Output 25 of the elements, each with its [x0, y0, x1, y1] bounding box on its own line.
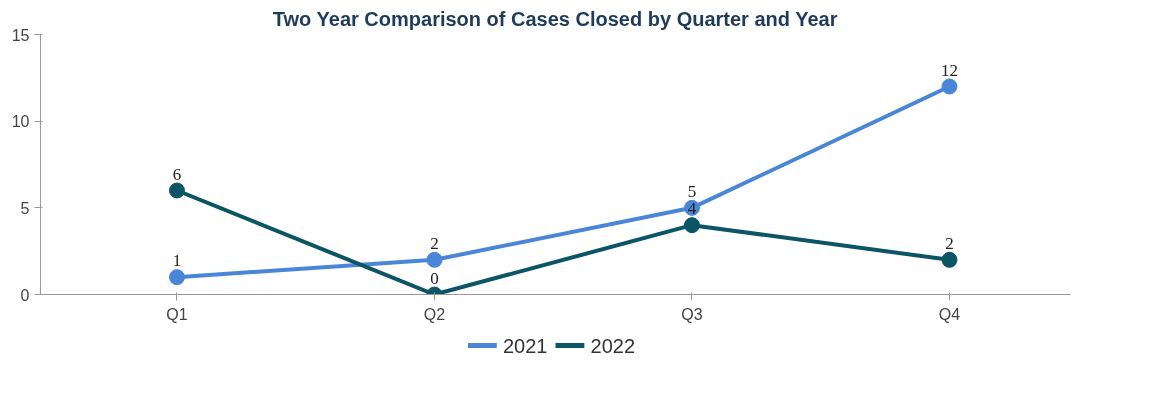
y-tick-label: 5: [20, 199, 30, 217]
data-label: 0: [430, 268, 439, 288]
legend-label: 2021: [502, 334, 548, 357]
x-tick-label: Q2: [423, 305, 446, 323]
legend-label: 2022: [590, 334, 636, 357]
data-label: 4: [687, 199, 697, 219]
data-label: 6: [172, 164, 182, 184]
point: [683, 217, 700, 234]
point: [941, 251, 958, 268]
point: [426, 251, 443, 268]
chart-title: Two Year Comparison of Cases Closed by Quarter and Year: [272, 7, 838, 30]
y-tick-label: 15: [11, 26, 30, 44]
x-tick-label: Q3: [681, 305, 703, 323]
point: [168, 269, 185, 286]
data-label: 2: [945, 233, 954, 253]
data-label: 2: [430, 233, 439, 253]
y-tick-label: 0: [20, 286, 30, 304]
data-label: 12: [940, 60, 958, 80]
point: [168, 182, 185, 199]
x-tick-label: Q1: [166, 305, 188, 323]
data-label: 1: [172, 251, 182, 271]
y-tick-label: 10: [11, 113, 30, 131]
x-tick-label: Q4: [938, 305, 961, 323]
data-label: 5: [687, 181, 697, 201]
point: [941, 78, 958, 95]
